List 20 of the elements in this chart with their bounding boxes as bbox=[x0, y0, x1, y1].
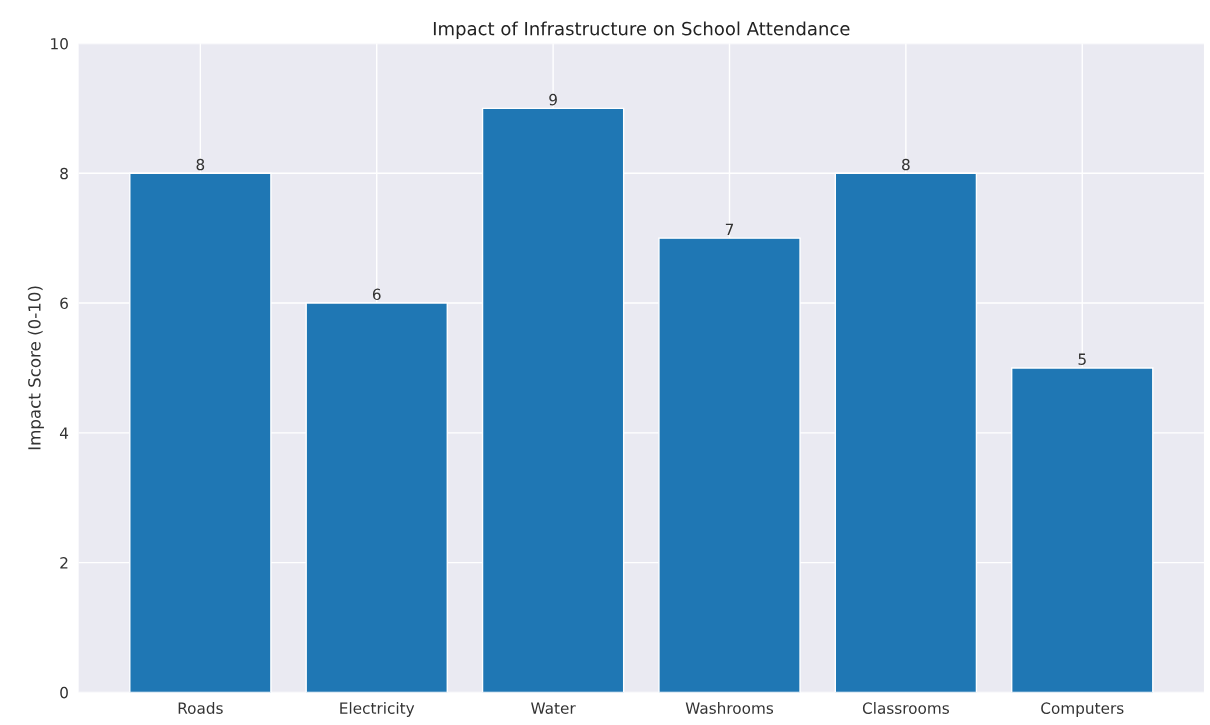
y-tick-label: 4 bbox=[59, 427, 69, 439]
data-label: 5 bbox=[1078, 353, 1086, 365]
y-tick-label: 0 bbox=[60, 686, 68, 699]
data-label: 8 bbox=[196, 158, 205, 171]
x-tick-label: Washrooms bbox=[685, 702, 774, 714]
data-label: 7 bbox=[725, 223, 734, 235]
data-label: 9 bbox=[549, 93, 557, 106]
x-tick-label: Computers bbox=[1041, 702, 1124, 717]
y-tick-label: 6 bbox=[60, 297, 68, 310]
x-tick-label: Roads bbox=[178, 702, 223, 714]
data-label: 6 bbox=[372, 288, 381, 301]
x-tick-label: Classrooms bbox=[862, 702, 949, 714]
data-label: 8 bbox=[902, 158, 910, 171]
x-tick-label: Water bbox=[531, 702, 576, 714]
y-tick-label: 10 bbox=[51, 37, 68, 50]
y-tick-label: 8 bbox=[60, 167, 68, 180]
chart-title: Impact of Infrastructure on School Attendance bbox=[433, 21, 850, 39]
y-axis-title: Impact Score (0-10) bbox=[27, 286, 44, 450]
y-tick-label: 2 bbox=[60, 557, 68, 569]
x-tick-label: Electricity bbox=[340, 702, 415, 717]
